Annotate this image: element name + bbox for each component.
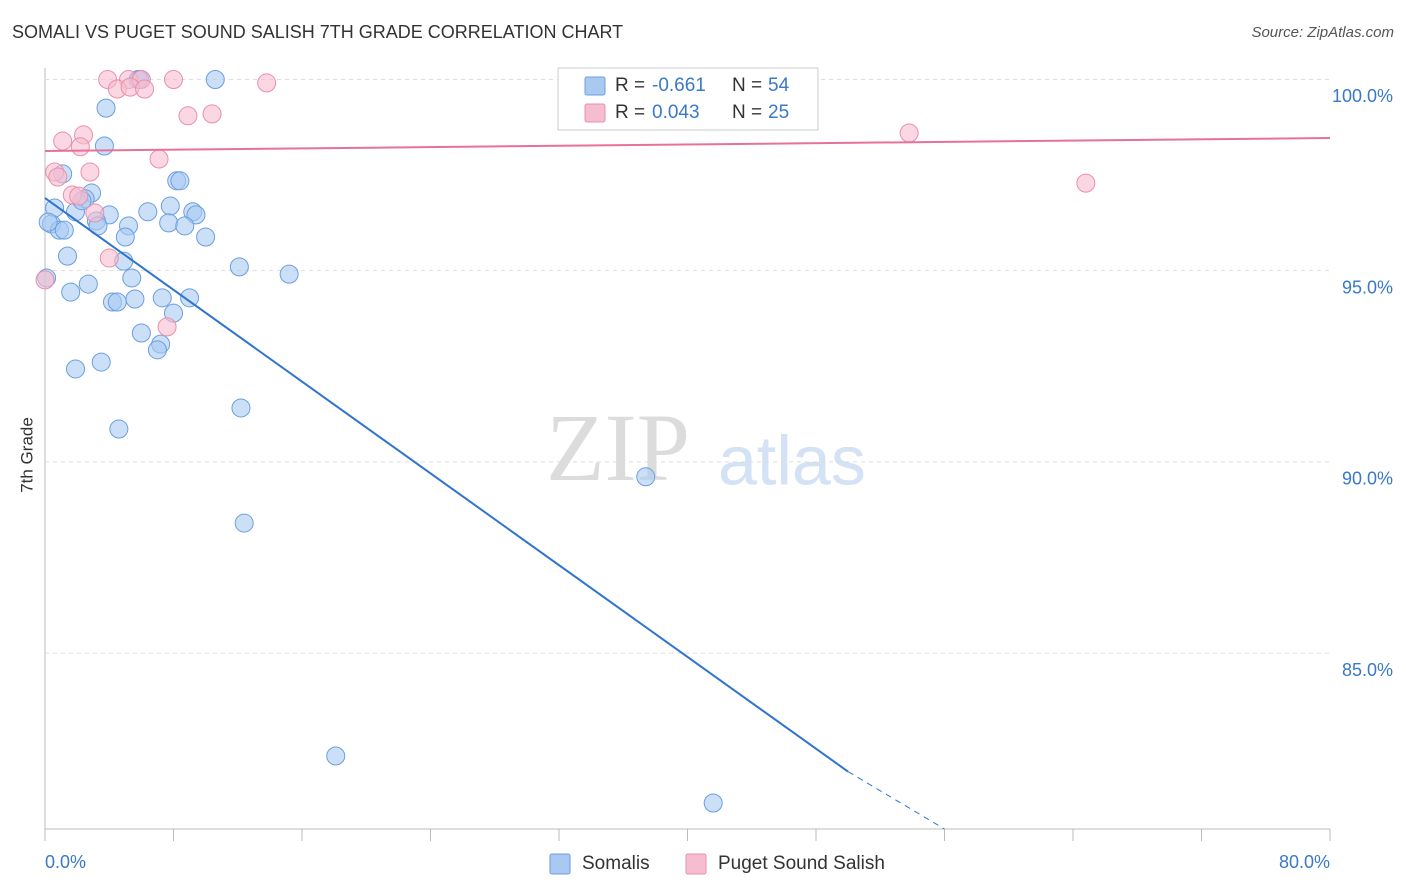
point [138,202,158,222]
point [1076,173,1096,193]
legend-label: Somalis [582,853,650,874]
legend-swatch [584,103,606,123]
point [115,227,135,247]
x-tick-label: 0.0% [45,852,86,872]
source: Source: ZipAtlas.com [1251,24,1394,41]
n-value: 25 [768,102,789,123]
trend-lines [44,136,1331,830]
stat-label: N = [732,102,762,123]
point [636,467,656,487]
y-tick-label: 85.0% [1342,660,1393,680]
point [159,213,179,233]
y-tick-label: 95.0% [1342,277,1393,297]
grid: 85.0% 90.0% 95.0% 100.0% 0.0% 80.0% [44,78,1393,872]
stat-label: R = [615,75,645,96]
point [61,282,81,302]
point [131,323,151,343]
point [703,793,723,813]
legend: R = -0.661 N = 54 Somalis R = 0.043 N = 25 Puget … [549,67,885,875]
point [135,79,155,99]
point [326,746,346,766]
point [234,513,254,533]
trend-line [44,136,1331,152]
point [125,289,145,309]
point [149,149,169,169]
point [80,162,100,182]
point [38,212,58,232]
point [899,123,919,143]
point [122,268,142,288]
point [231,398,251,418]
y-tick-label: 100.0% [1332,86,1393,106]
point [175,216,195,236]
point [152,288,172,308]
watermark: ZIP [546,394,690,501]
point [85,203,105,223]
point [164,69,183,89]
point [157,317,177,337]
n-value: 54 [768,75,790,96]
point [107,292,127,312]
point [196,227,216,247]
point [66,359,86,379]
point [109,419,129,439]
trend-line [44,197,849,773]
r-value: -0.661 [652,75,706,96]
point [160,196,180,216]
x-tick-label: 80.0% [1279,852,1330,872]
stat-label: R = [615,102,645,123]
point [99,248,119,268]
point [57,246,77,266]
point [205,69,225,89]
legend-swatch [685,853,707,875]
point [94,136,114,156]
point [78,274,98,294]
point [69,186,89,206]
legend-swatch [549,853,571,875]
point [54,220,74,240]
r-value: 0.043 [652,102,700,123]
stat-label: N = [732,75,762,96]
legend-label: Puget Sound Salish [718,853,885,874]
y-axis-label: 7th Grade [17,417,36,493]
watermark: atlas [718,421,866,499]
y-tick-label: 90.0% [1342,469,1393,489]
point [170,171,190,191]
point [70,137,90,157]
point [202,104,222,124]
point [180,288,200,308]
point [279,264,299,284]
legend-swatch [584,76,606,96]
point [53,131,73,151]
point [96,98,116,118]
trend-extension [847,771,945,830]
point [147,340,167,360]
point [48,167,68,187]
points [35,69,1096,813]
chart-title: SOMALI VS PUGET SOUND SALISH 7TH GRADE C… [12,22,623,42]
point [91,352,111,372]
point [178,106,198,126]
point [257,73,277,93]
point [229,257,249,277]
point [35,270,55,290]
